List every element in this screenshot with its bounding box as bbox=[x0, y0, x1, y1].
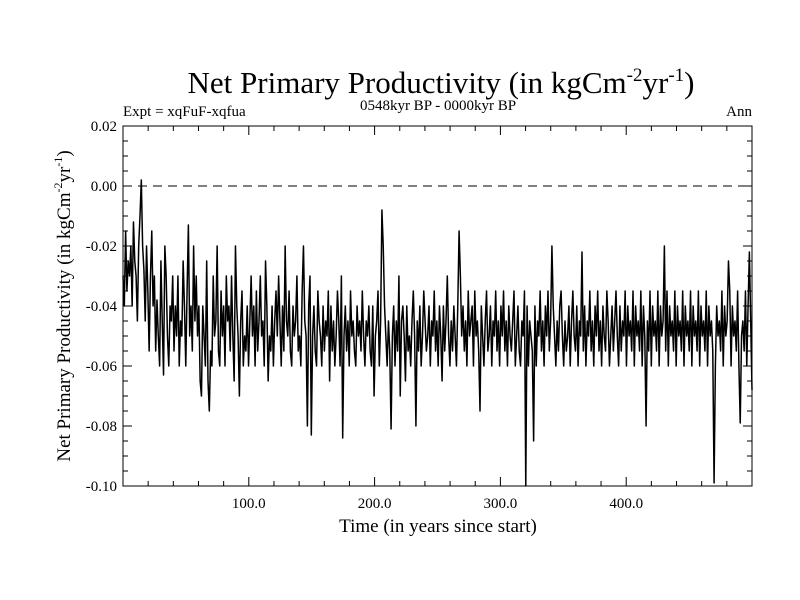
x-tick-label: 400.0 bbox=[609, 496, 643, 512]
x-tick-label: 100.0 bbox=[232, 496, 266, 512]
axis-ticks: 0.02 0.00 -0.02 -0.04 -0.06 -0.08 -0.10 100.0 20… bbox=[86, 119, 752, 512]
y-tick-label: -0.10 bbox=[86, 479, 117, 495]
y-tick-label: -0.04 bbox=[86, 299, 118, 315]
chart-title: Net Primary Productivity (in kgCm-2yr-1) bbox=[188, 65, 695, 100]
experiment-label: Expt = xqFuF-xqfua bbox=[123, 104, 246, 120]
y-tick-label: 0.00 bbox=[91, 179, 117, 195]
x-tick-label: 300.0 bbox=[484, 496, 518, 512]
y-tick-label: -0.06 bbox=[86, 359, 118, 375]
y-tick-label: -0.08 bbox=[86, 419, 117, 435]
time-range-label: 0548kyr BP - 0000kyr BP bbox=[360, 98, 516, 114]
y-axis-label: Net Primary Productivity (in kgCm-2yr-1) bbox=[51, 150, 75, 461]
series-line-npp bbox=[122, 179, 753, 487]
y-tick-label: 0.02 bbox=[91, 119, 117, 135]
season-label: Ann bbox=[726, 104, 752, 120]
x-axis-label: Time (in years since start) bbox=[339, 516, 537, 537]
x-tick-label: 200.0 bbox=[358, 496, 392, 512]
y-tick-label: -0.02 bbox=[86, 239, 117, 255]
